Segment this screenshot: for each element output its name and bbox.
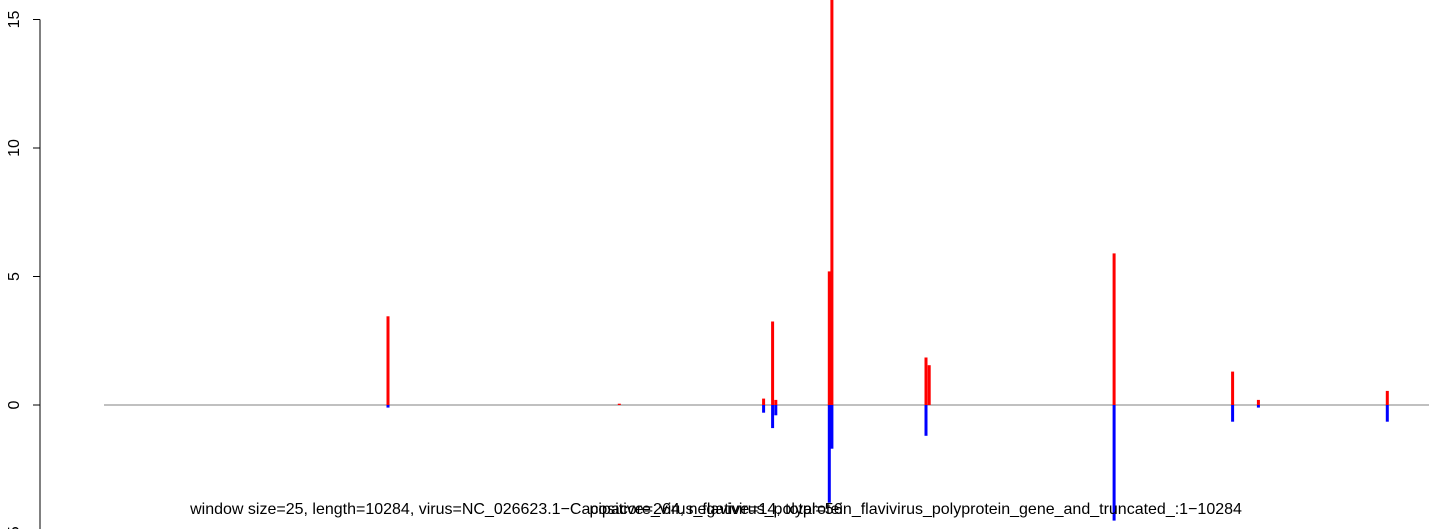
y-tick-label: 10 xyxy=(6,139,23,157)
caption-line-1: window size=25, length=10284, virus=NC_0… xyxy=(189,501,1242,518)
bars xyxy=(386,0,1389,521)
positive-bar xyxy=(830,0,834,406)
negative-bar xyxy=(924,405,928,436)
positive-bar xyxy=(1112,253,1116,405)
y-tick-label: 5 xyxy=(6,272,23,281)
positive-bar xyxy=(927,365,931,405)
negative-bar xyxy=(830,405,834,449)
positive-bar xyxy=(1231,371,1235,405)
positive-bar xyxy=(762,398,766,405)
y-tick-label: -5 xyxy=(6,526,23,529)
positive-bar xyxy=(771,321,775,405)
positive-bar xyxy=(386,316,390,405)
positive-bar xyxy=(617,403,621,405)
negative-bar xyxy=(1385,405,1389,422)
y-tick-label: 15 xyxy=(6,11,23,29)
negative-bar xyxy=(774,405,778,416)
negative-bar xyxy=(1231,405,1235,422)
positive-bar xyxy=(1385,390,1389,405)
positive-bar xyxy=(924,357,928,405)
caption-line-2: positive=264, negative=14, total=56 xyxy=(589,501,842,518)
negative-bar xyxy=(762,405,766,413)
negative-bar xyxy=(386,405,390,408)
negative-bar xyxy=(1112,405,1116,521)
positive-bar xyxy=(1256,399,1260,405)
negative-bar xyxy=(1256,405,1260,408)
negative-bar xyxy=(827,405,831,503)
positive-bar xyxy=(827,271,831,405)
y-tick-label: 0 xyxy=(6,400,23,409)
y-axis: -5 0 5 10 15 xyxy=(6,11,41,529)
positive-bar xyxy=(774,399,778,405)
negative-bar xyxy=(771,405,775,429)
